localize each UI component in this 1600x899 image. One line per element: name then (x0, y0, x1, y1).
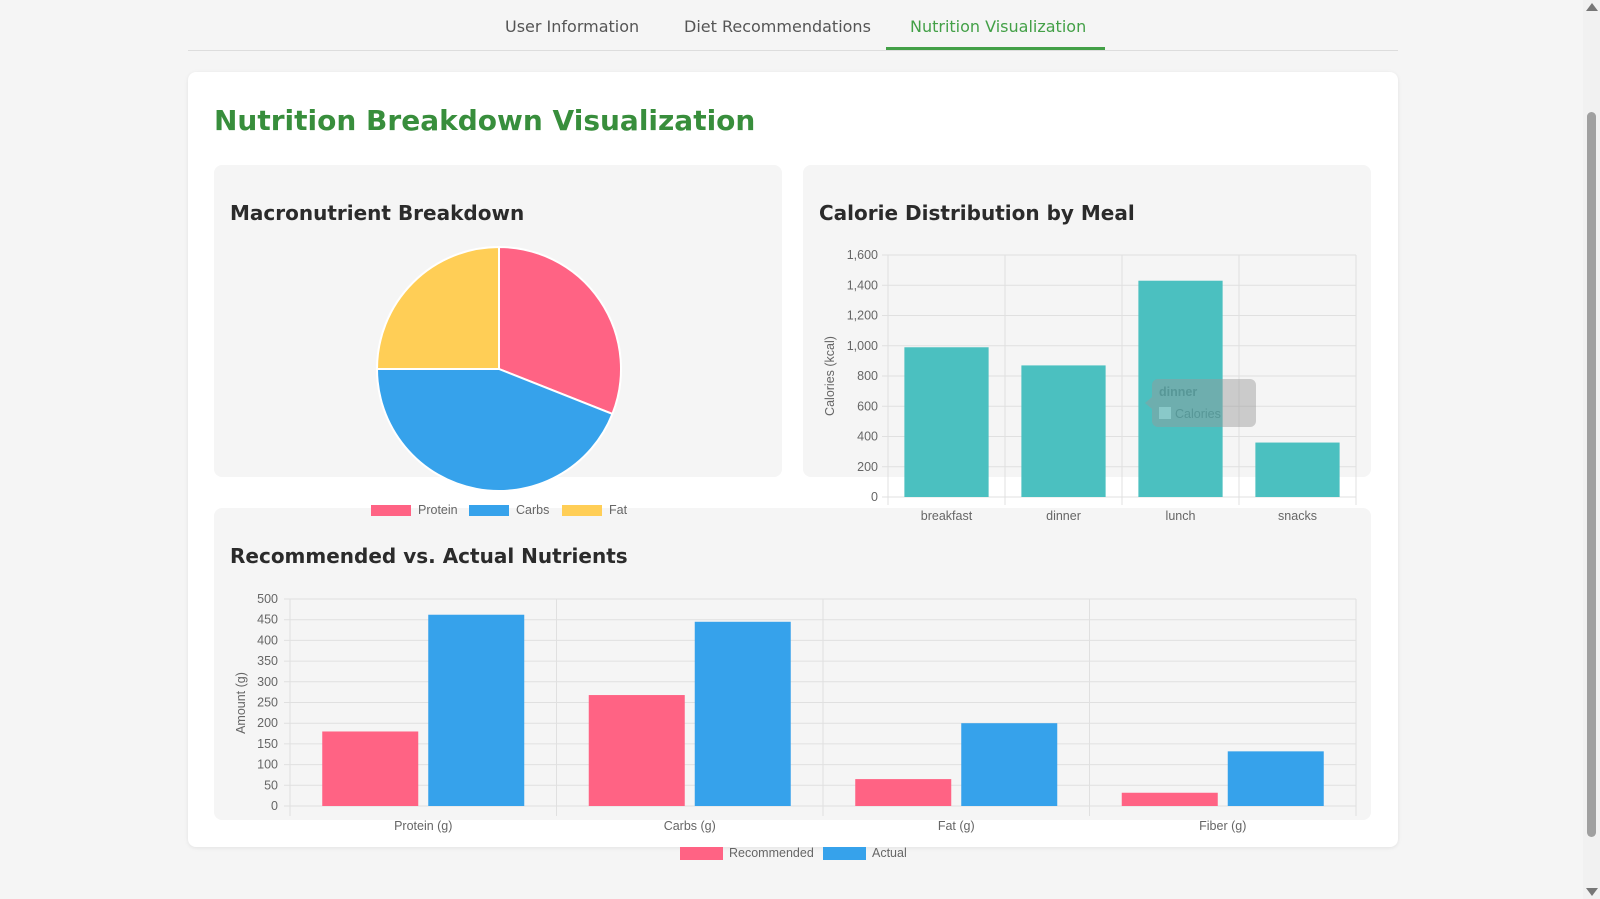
tab-nutrition-visualization[interactable]: Nutrition Visualization (910, 17, 1087, 36)
page-title: Nutrition Breakdown Visualization (214, 104, 756, 137)
scroll-down-icon[interactable] (1586, 888, 1598, 896)
legend-label-recommended: Recommended (729, 846, 814, 860)
vertical-scrollbar[interactable] (1583, 0, 1600, 899)
legend-label-actual: Actual (872, 846, 907, 860)
macro-panel-title: Macronutrient Breakdown (230, 201, 525, 225)
legend-swatch-actual (823, 847, 866, 860)
calorie-panel: Calorie Distribution by Meal (803, 165, 1371, 477)
scroll-up-icon[interactable] (1586, 3, 1598, 11)
tab-bar: User Information Diet Recommendations Nu… (188, 0, 1398, 51)
tab-diet-recommendations[interactable]: Diet Recommendations (684, 17, 871, 36)
macro-panel: Macronutrient Breakdown (214, 165, 782, 477)
nutrients-panel: Recommended vs. Actual Nutrients (214, 508, 1371, 820)
scroll-thumb[interactable] (1587, 112, 1596, 837)
visualization-card: Nutrition Breakdown Visualization Macron… (188, 72, 1398, 847)
active-tab-indicator (886, 47, 1105, 50)
legend-swatch-recommended (680, 847, 723, 860)
nutrients-panel-title: Recommended vs. Actual Nutrients (230, 544, 628, 568)
calorie-panel-title: Calorie Distribution by Meal (819, 201, 1135, 225)
tab-user-information[interactable]: User Information (505, 17, 640, 36)
